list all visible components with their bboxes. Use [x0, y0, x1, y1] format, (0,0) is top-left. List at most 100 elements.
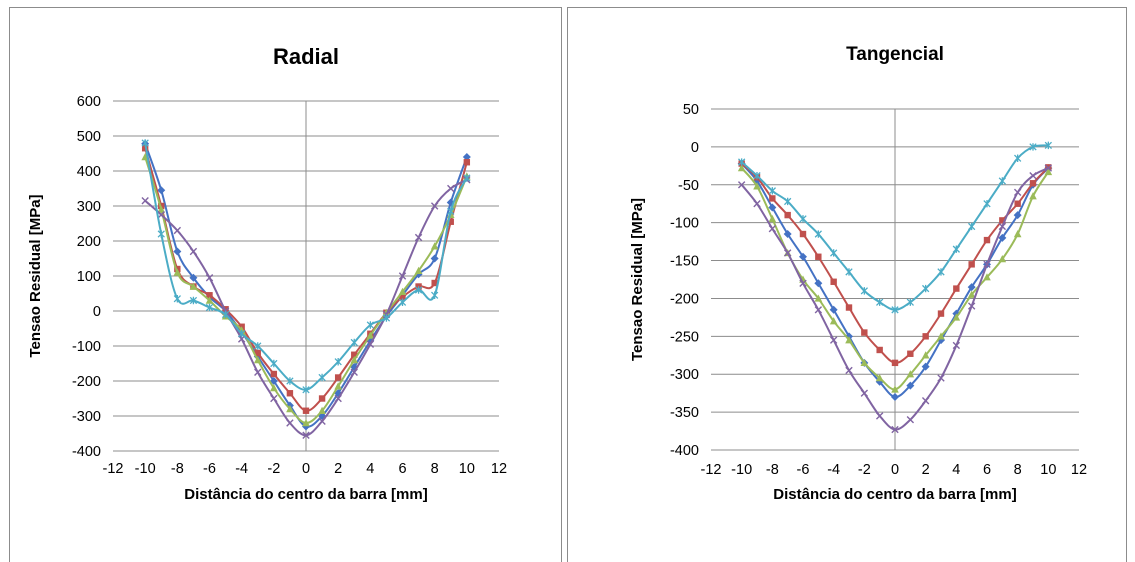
tangencial-series-3-point — [998, 255, 1007, 263]
radial-series-3-point — [398, 287, 407, 295]
tangencial-x-tick-label: 4 — [952, 462, 960, 478]
tangencial-series-1-point — [921, 362, 930, 371]
radial-y-tick-label: 300 — [77, 199, 101, 215]
tangencial-series-5-point — [983, 200, 991, 208]
radial-series-5-point — [141, 139, 149, 147]
tangencial-series-3-point — [814, 294, 823, 302]
radial-chart-title: Radial — [273, 44, 339, 69]
radial-series-5-point — [318, 373, 326, 382]
tangencial-series-2-point — [876, 346, 883, 354]
tangencial-series-3-point — [737, 164, 746, 172]
tangencial-series-5-point — [1029, 143, 1037, 151]
radial-series-3-point — [334, 382, 342, 390]
tangencial-series-2-point — [769, 195, 776, 202]
radial-series-1-point — [462, 153, 471, 161]
tangencial-series-5-point — [845, 268, 853, 276]
tangencial-series-3-point — [875, 374, 884, 382]
radial-series-2-point — [302, 407, 310, 414]
tangencial-y-tick-label: -200 — [670, 291, 699, 307]
tangencial-series-4-point — [768, 225, 777, 233]
tangencial-series-5-point — [768, 187, 776, 195]
tangencial-series-3-point — [768, 214, 777, 223]
radial-series-5-point — [463, 174, 471, 182]
radial-series-4-point — [334, 394, 342, 403]
tangencial-series-4-point — [967, 302, 976, 310]
radial-series-3-point — [366, 331, 375, 339]
radial-series-3-point — [302, 419, 310, 427]
radial-series-5-point — [334, 358, 342, 366]
radial-y-tick-label: 400 — [77, 164, 101, 180]
radial-series-4-point — [430, 202, 439, 210]
radial-series-2-point — [270, 370, 278, 378]
tangencial-series-3-point — [1044, 167, 1053, 176]
radial-series-5-point — [414, 286, 423, 294]
tangencial-series-4-point — [937, 374, 945, 382]
tangencial-series-2-point — [799, 230, 807, 238]
radial-y-tick-label: -200 — [72, 374, 101, 390]
radial-series-4-point — [350, 368, 358, 376]
tangencial-series-3-point — [983, 273, 991, 281]
tangencial-y-tick-label: -250 — [670, 329, 699, 345]
tangencial-x-axis-label: Distância do centro da barra [mm] — [773, 486, 1016, 503]
tangencial-x-tick-label: 0 — [891, 462, 899, 478]
radial-series-5-point — [157, 230, 165, 238]
tangencial-series-4-point — [875, 412, 884, 420]
radial-series-5-point — [173, 295, 181, 303]
tangencial-series-2-point — [845, 304, 853, 311]
radial-series-2-point — [254, 349, 261, 357]
tangencial-series-5 — [738, 141, 1052, 314]
tangencial-chart-title: Tangencial — [846, 44, 944, 65]
tangencial-series-3-point — [1029, 192, 1037, 200]
tangencial-series-4-point — [1044, 164, 1053, 172]
radial-series-5-point — [270, 359, 278, 368]
radial-series-2-point — [318, 395, 326, 402]
radial-x-tick-label: -4 — [235, 461, 248, 477]
radial-series-3-point — [157, 205, 166, 213]
tangencial-series-5-point — [998, 177, 1006, 185]
tangencial-series-2-point — [937, 310, 945, 317]
radial-series-4-point — [398, 272, 407, 280]
radial-series-2-point — [351, 351, 358, 358]
tangencial-y-tick-label: -150 — [670, 254, 699, 270]
radial-series-1-point — [157, 186, 166, 195]
tangencial-series-1-point — [799, 252, 807, 261]
radial-series-3-point — [286, 405, 294, 413]
tangencial-series-1-point — [829, 305, 838, 314]
radial-series-4-point — [205, 274, 214, 282]
radial-series-5-point — [350, 338, 358, 347]
radial-series-5-point — [431, 291, 439, 299]
tangencial-series-5-point — [922, 284, 930, 293]
tangencial-series-5-point — [952, 245, 960, 253]
tangencial-series-1-point — [998, 233, 1007, 242]
tangencial-series-4-point — [783, 249, 792, 257]
tangencial-series-5-point — [784, 197, 792, 206]
tangencial-series-3-point — [937, 332, 945, 340]
tangencial-series-3-point — [921, 351, 930, 359]
tangencial-series-3-point — [753, 182, 761, 190]
radial-series-5-point — [189, 296, 198, 305]
tangencial-x-tick-label: -8 — [766, 462, 779, 478]
tangencial-series-1-point — [768, 203, 777, 212]
tangencial-series-3-point — [860, 358, 869, 367]
radial-series-1-point — [430, 254, 439, 263]
radial-series-1-point — [189, 273, 198, 282]
tangencial-x-tick-label: -4 — [827, 462, 840, 478]
tangencial-series-2-point — [953, 285, 960, 292]
radial-series-5-point — [238, 330, 246, 338]
tangencial-y-tick-label: -50 — [678, 178, 699, 194]
radial-series-3-point — [318, 406, 326, 414]
radial-series-3-point — [350, 356, 359, 364]
tangencial-x-tick-label: -12 — [701, 462, 722, 478]
radial-x-tick-label: 4 — [366, 461, 374, 477]
chart-panel-tangencial: -400 -350 -300 -250 -200 -150 -100 -50 0 50 -12 -10… — [567, 7, 1127, 562]
radial-series-5-point — [205, 303, 214, 312]
tangencial-series-2-point — [999, 217, 1006, 224]
radial-y-tick-label: -100 — [72, 339, 101, 355]
tangencial-series-5-point — [937, 268, 945, 276]
tangencial-series-4-point — [829, 336, 838, 344]
radial-x-tick-label: 2 — [334, 461, 342, 477]
radial-series-3-point — [253, 356, 262, 364]
tangencial-series-3-point — [1013, 230, 1022, 238]
tangencial-series-2-point — [922, 333, 929, 340]
